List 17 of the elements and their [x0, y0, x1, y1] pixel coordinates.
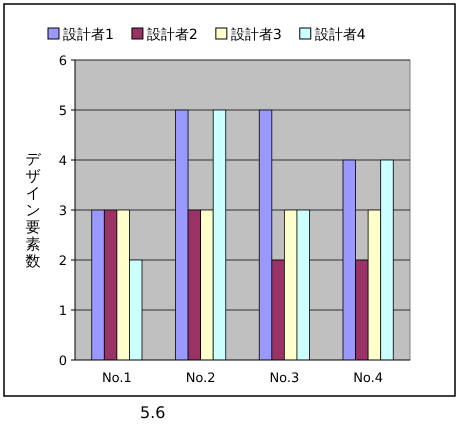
- y-tick-label: 2: [58, 254, 67, 269]
- y-tick-label: 0: [58, 354, 67, 369]
- legend-label: 設計者3: [230, 27, 282, 43]
- y-tick-label: 5: [58, 104, 67, 119]
- x-tick-label: No.1: [102, 371, 132, 386]
- text: 5.6: [140, 403, 166, 422]
- x-tick-label: No.2: [186, 371, 216, 386]
- y-axis-title: デザイン要素数: [26, 150, 42, 270]
- legend-label: 設計者1: [63, 27, 114, 43]
- y-tick-label: 4: [58, 154, 67, 169]
- legend-label: 設計者4: [314, 27, 366, 43]
- y-tick-label: 6: [58, 54, 67, 69]
- x-tick-label: No.3: [269, 371, 300, 386]
- x-tick-label: No.4: [353, 371, 384, 386]
- y-tick-label: 1: [58, 304, 67, 319]
- y-tick-label: 3: [58, 204, 67, 219]
- legend-label: 設計者2: [146, 27, 198, 43]
